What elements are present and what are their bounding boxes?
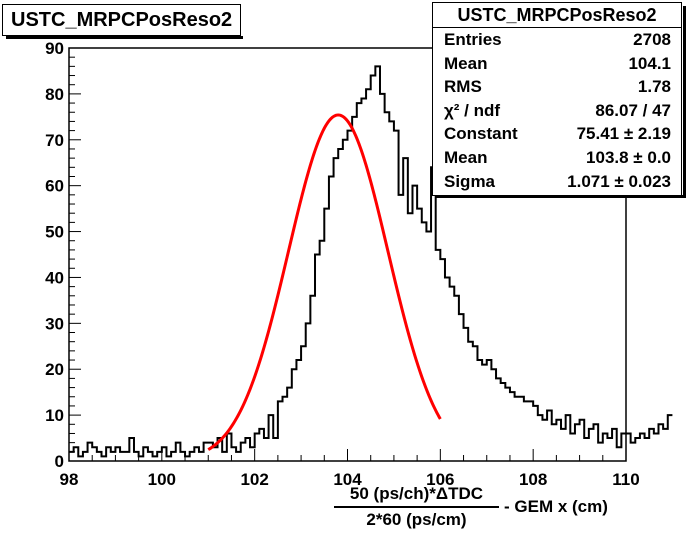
y-tick-label: 90 — [45, 39, 64, 58]
stats-row-entries: Entries 2708 — [433, 28, 681, 52]
y-tick-label: 60 — [45, 177, 64, 196]
stats-label: Constant — [444, 124, 518, 144]
statistics-box: USTC_MRPCPosReso2 Entries 2708 Mean 104.… — [432, 2, 682, 196]
stats-row-sigma: Sigma 1.071 ± 0.023 — [433, 170, 681, 194]
gaussian-fit-curve — [207, 113, 442, 451]
x-axis-suffix: - GEM x (cm) — [504, 497, 608, 516]
y-tick-label: 40 — [45, 268, 64, 287]
stats-value: 104.1 — [628, 53, 671, 73]
stats-value: 2708 — [633, 30, 671, 49]
axis-ticks: 98 100 102 104 106 108 110 0 10 20 30 40 50 60 70 80 90 — [45, 39, 640, 489]
stats-label: Entries — [444, 30, 502, 49]
stats-value: 103.8 ± 0.0 — [586, 147, 671, 167]
x-tick-label: 100 — [148, 470, 176, 489]
stats-value: 1.071 ± 0.023 — [567, 171, 671, 191]
fraction-bar — [334, 506, 499, 508]
stats-row-chi2: χ² / ndf 86.07 / 47 — [433, 99, 681, 123]
stats-box-shadow-bottom — [436, 195, 686, 198]
y-tick-label: 0 — [55, 452, 64, 471]
x-tick-label: 102 — [240, 470, 268, 489]
x-axis-fraction: 50 (ps/ch)*ΔTDC 2*60 (ps/cm) — [334, 483, 499, 531]
y-tick-label: 20 — [45, 360, 64, 379]
x-tick-label: 106 — [426, 470, 454, 489]
stats-value: 75.41 ± 2.19 — [576, 124, 671, 144]
y-tick-label: 50 — [45, 223, 64, 242]
histogram-title: USTC_MRPCPosReso2 — [2, 4, 244, 39]
x-tick-label: 110 — [612, 470, 639, 489]
x-tick-label: 108 — [519, 470, 547, 489]
stats-value: 1.78 — [637, 77, 671, 97]
y-tick-label: 80 — [45, 85, 64, 104]
y-tick-label: 70 — [45, 131, 64, 150]
stats-title: USTC_MRPCPosReso2 — [433, 3, 681, 28]
y-tick-label: 30 — [45, 314, 64, 333]
stats-row-mean: Mean 104.1 — [433, 52, 681, 76]
stats-row-rms: RMS 1.78 — [433, 75, 681, 99]
stats-label: RMS — [444, 77, 482, 97]
x-tick-label: 98 — [60, 470, 79, 489]
stats-box-shadow — [683, 6, 686, 197]
histogram-outline — [69, 65, 673, 458]
stats-row-constant: Constant 75.41 ± 2.19 — [433, 122, 681, 146]
stats-value: 86.07 / 47 — [595, 100, 671, 120]
stats-label: Mean — [444, 147, 488, 167]
stats-label: χ² / ndf — [444, 100, 501, 120]
stats-label: Sigma — [444, 171, 496, 191]
stats-label: Mean — [444, 53, 488, 73]
x-axis-numerator: 50 (ps/ch)*ΔTDC — [349, 484, 484, 503]
y-tick-label: 10 — [45, 406, 64, 425]
x-tick-label: 104 — [333, 470, 362, 489]
x-axis-denominator: 2*60 (ps/cm) — [366, 510, 467, 529]
stats-row-fit-mean: Mean 103.8 ± 0.0 — [433, 146, 681, 170]
